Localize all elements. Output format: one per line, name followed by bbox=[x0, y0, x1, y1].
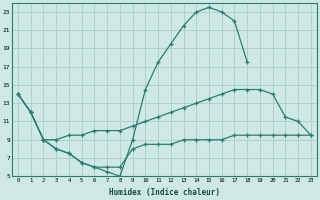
X-axis label: Humidex (Indice chaleur): Humidex (Indice chaleur) bbox=[109, 188, 220, 197]
